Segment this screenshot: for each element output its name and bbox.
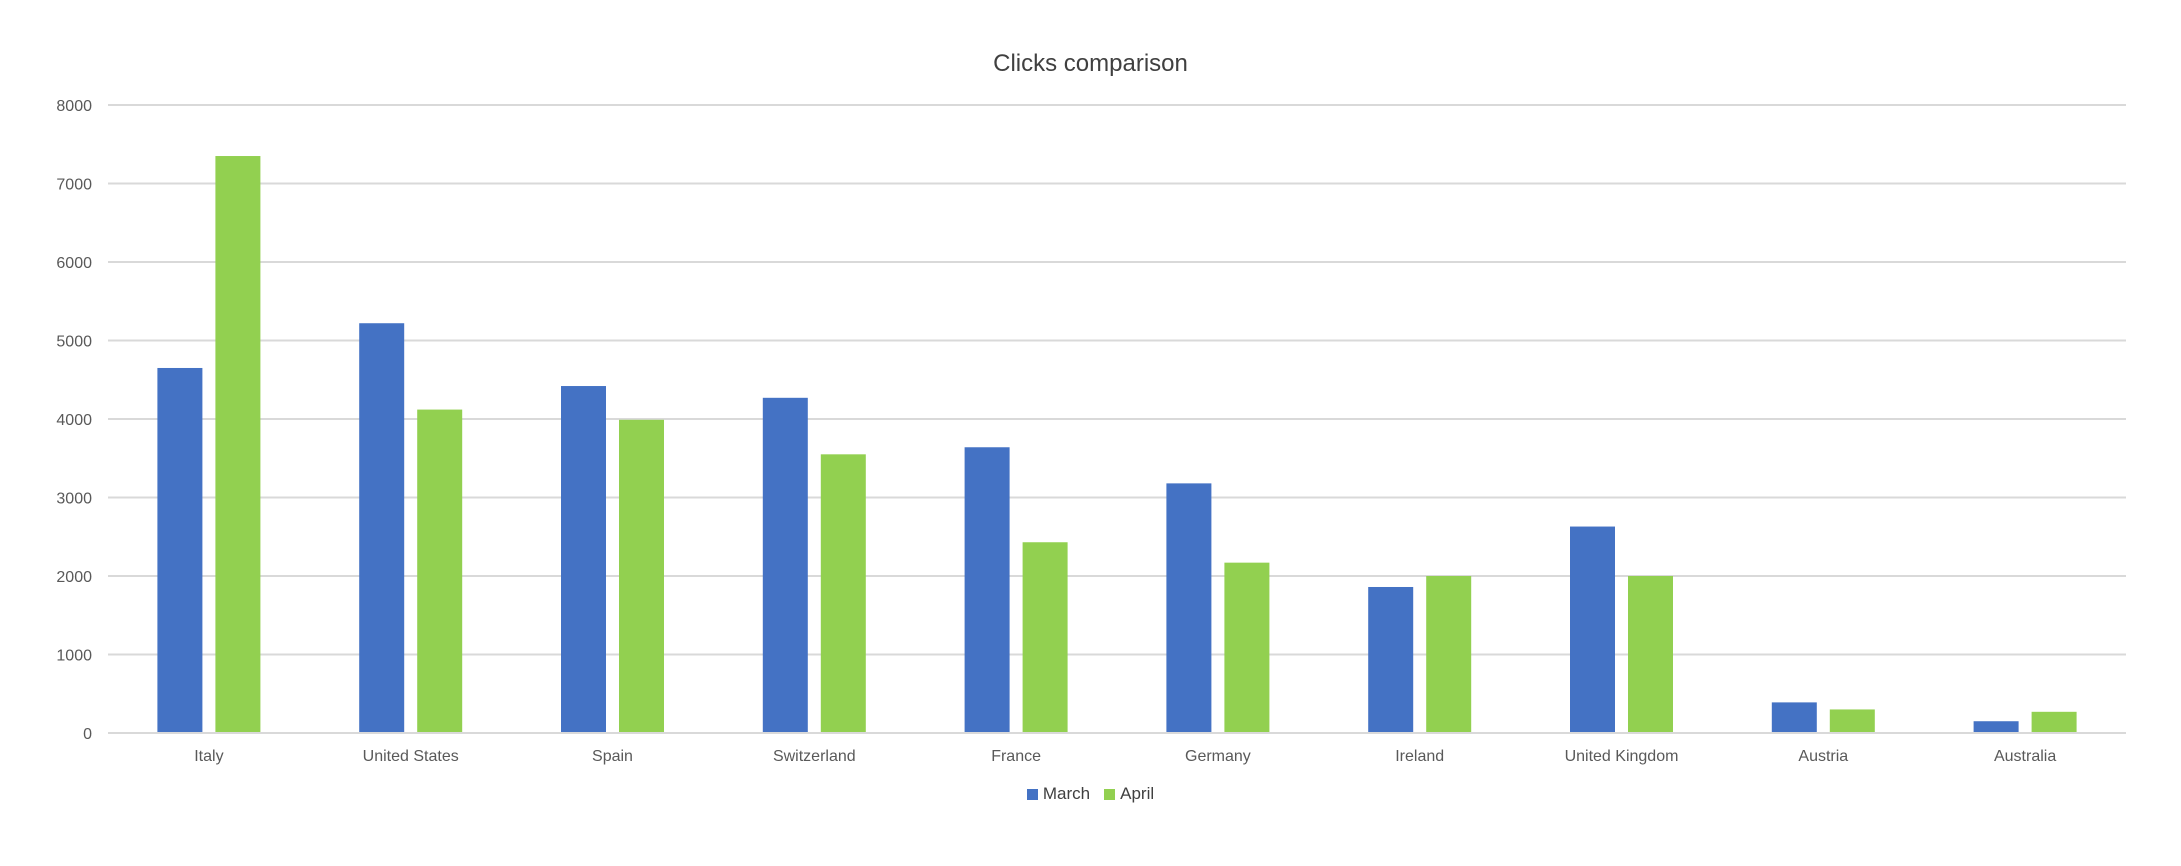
- legend: March April: [0, 784, 2181, 804]
- y-tick-label: 3000: [56, 491, 92, 508]
- bar-april: [2031, 711, 2077, 733]
- bar-april: [820, 454, 866, 733]
- y-tick-label: 6000: [56, 255, 92, 272]
- legend-swatch: [1104, 788, 1116, 800]
- y-tick-label: 1000: [56, 648, 92, 665]
- bar-april: [1628, 576, 1673, 733]
- y-tick-label: 8000: [56, 98, 92, 115]
- x-tick-label: France: [991, 748, 1041, 765]
- bar-march: [964, 447, 1010, 733]
- x-tick-label: Switzerland: [773, 748, 856, 765]
- legend-item-march: March: [1026, 784, 1091, 804]
- bar-march: [1368, 586, 1414, 733]
- bar-march: [561, 386, 606, 733]
- bar-march: [1771, 702, 1817, 733]
- x-tick-label: Italy: [194, 748, 223, 765]
- bar-march: [157, 367, 203, 733]
- y-tick-label: 4000: [56, 412, 92, 429]
- bar-march: [762, 397, 808, 733]
- bar-april: [1022, 542, 1068, 733]
- legend-label: April: [1120, 784, 1155, 803]
- y-tick-label: 0: [83, 726, 92, 743]
- bar-march: [1166, 483, 1212, 733]
- bar-april: [215, 156, 261, 733]
- y-tick-label: 5000: [56, 334, 92, 351]
- bar-april: [1426, 576, 1472, 733]
- x-tick-label: Spain: [592, 748, 633, 765]
- legend-swatch: [1026, 788, 1038, 800]
- bar-march: [1973, 721, 2019, 733]
- y-tick-label: 2000: [56, 569, 92, 586]
- bar-april: [1829, 709, 1875, 733]
- bar-april: [417, 409, 463, 733]
- bar-march: [359, 323, 405, 733]
- x-tick-label: Germany: [1185, 748, 1251, 765]
- bar-april: [1224, 562, 1270, 733]
- x-tick-label: Ireland: [1395, 748, 1444, 765]
- legend-label: March: [1042, 784, 1091, 803]
- x-tick-label: Austria: [1798, 748, 1848, 765]
- x-tick-label: United States: [363, 748, 459, 765]
- bar-march: [1570, 526, 1615, 733]
- x-tick-label: Australia: [1994, 748, 2056, 765]
- chart-title: Clicks comparison: [993, 50, 1188, 77]
- legend-item-april: April: [1104, 784, 1154, 804]
- y-tick-label: 7000: [56, 177, 92, 194]
- x-tick-label: United Kingdom: [1565, 748, 1679, 765]
- bar-april: [619, 419, 664, 733]
